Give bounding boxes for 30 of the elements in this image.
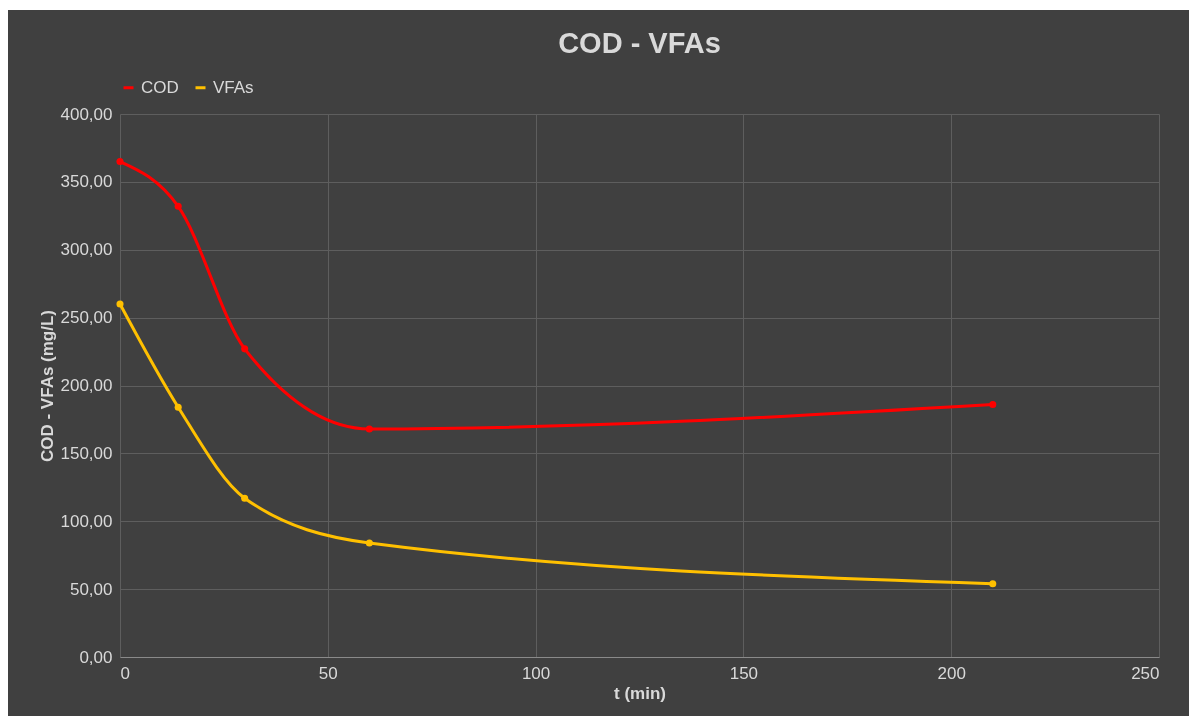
legend-label: VFAs: [213, 77, 254, 97]
y-tick-label: 250,00: [60, 308, 113, 328]
y-tick-label: 350,00: [60, 172, 113, 192]
point: [116, 300, 124, 308]
point: [989, 400, 997, 409]
y-tick-label: 150,00: [60, 443, 113, 463]
y-tick-label: 200,00: [60, 376, 113, 395]
x-tick-label: 200: [937, 663, 966, 683]
legend-label: COD: [141, 77, 179, 97]
x-tick-label: 0: [120, 663, 130, 683]
point: [241, 345, 249, 353]
y-tick-label: 0,00: [79, 647, 113, 667]
point: [241, 494, 249, 502]
point: [365, 425, 373, 433]
point: [174, 202, 182, 210]
chart-title: COD - VFAs: [558, 27, 721, 59]
point: [989, 580, 997, 588]
x-axis-title: t (min): [614, 683, 666, 703]
y-tick-label: 400,00: [60, 104, 113, 124]
point: [174, 403, 182, 411]
y-tick-label: 50,00: [69, 579, 113, 599]
y-tick-label: 300,00: [60, 240, 113, 260]
x-tick-label: 100: [521, 663, 551, 683]
y-axis-title: COD - VFAs (mg/L): [37, 309, 57, 463]
point: [365, 539, 373, 547]
y-tick-label: 100,00: [60, 511, 113, 531]
point: [116, 157, 124, 166]
x-tick-label: 150: [729, 663, 759, 683]
x-tick-label: 50: [318, 663, 338, 683]
x-tick-label: 250: [1131, 663, 1160, 683]
